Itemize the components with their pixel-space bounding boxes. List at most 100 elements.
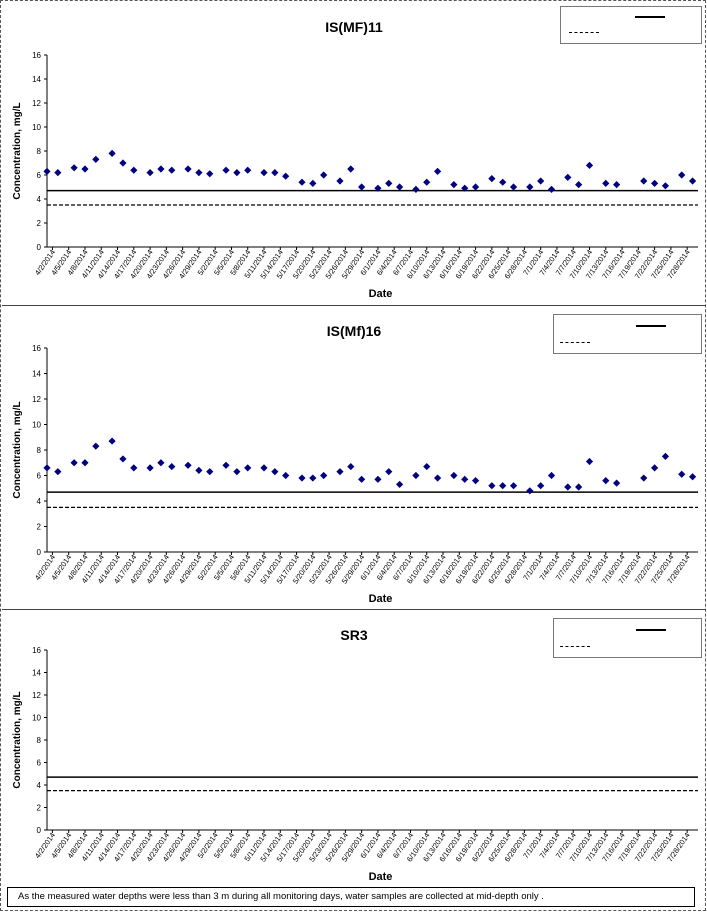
data-point xyxy=(423,178,431,186)
y-tick-label: 2 xyxy=(37,219,42,228)
y-tick-label: 8 xyxy=(37,147,42,156)
data-point xyxy=(70,459,78,467)
data-point xyxy=(130,166,138,174)
data-point xyxy=(206,468,214,476)
data-point xyxy=(385,468,393,476)
data-point xyxy=(412,185,420,193)
data-point xyxy=(564,173,572,181)
data-point xyxy=(613,479,621,487)
x-axis-label: Date xyxy=(369,593,393,605)
data-point xyxy=(575,181,583,189)
chart-panel-sr3: SR3 0 2 4 6 8 10 12 14 16 Concentration, mg/L 4/2/… xyxy=(2,609,706,885)
data-point xyxy=(509,183,518,191)
chart-panel-is-mf-11: IS(MF)11 0 2 4 6 8 10 12 14 16 Concentration, mg/… xyxy=(2,2,706,304)
y-tick-label: 16 xyxy=(32,344,41,353)
y-tick-label: 16 xyxy=(32,51,41,60)
data-point xyxy=(547,471,556,480)
data-point xyxy=(298,178,306,186)
data-point xyxy=(271,169,279,177)
data-point xyxy=(358,475,366,483)
y-tick-label: 4 xyxy=(37,195,42,204)
legend-dashed-line xyxy=(569,32,599,33)
chart-title: IS(MF)11 xyxy=(325,19,383,35)
data-point xyxy=(661,182,670,190)
y-tick-label: 6 xyxy=(37,171,42,180)
data-point xyxy=(320,171,328,179)
data-point xyxy=(564,483,572,491)
data-point xyxy=(461,184,469,192)
data-point xyxy=(309,474,317,482)
data-point xyxy=(488,482,496,490)
data-point xyxy=(585,457,594,466)
data-point xyxy=(640,474,648,482)
data-point xyxy=(434,474,442,482)
data-point xyxy=(347,462,355,471)
data-point xyxy=(396,480,404,489)
data-point xyxy=(309,179,317,187)
legend-solid-line xyxy=(635,16,665,18)
data-point xyxy=(434,167,442,175)
y-axis-label: Concentration, mg/L xyxy=(12,691,23,788)
chart-legend xyxy=(553,314,702,354)
data-point xyxy=(43,167,51,175)
data-point xyxy=(260,169,268,177)
data-point xyxy=(471,183,480,191)
data-point xyxy=(547,185,556,193)
data-point xyxy=(471,477,480,485)
data-point xyxy=(450,471,458,480)
data-point xyxy=(678,470,686,478)
data-point xyxy=(298,474,306,482)
data-point xyxy=(43,464,51,472)
data-point xyxy=(108,437,116,445)
data-point xyxy=(396,183,404,191)
data-point xyxy=(499,482,507,490)
data-point xyxy=(119,159,127,167)
data-point xyxy=(222,461,230,469)
data-point xyxy=(651,464,659,472)
y-axis-label: Concentration, mg/L xyxy=(12,102,23,199)
y-tick-label: 0 xyxy=(37,243,42,252)
data-point xyxy=(184,165,192,173)
data-point xyxy=(157,165,165,173)
data-point xyxy=(347,165,355,173)
y-tick-label: 12 xyxy=(32,99,41,108)
data-point xyxy=(244,166,252,174)
data-point xyxy=(336,177,344,185)
data-point xyxy=(423,462,431,471)
y-tick-label: 12 xyxy=(32,691,41,700)
data-point xyxy=(640,177,648,185)
legend-solid-line xyxy=(636,325,666,327)
data-point xyxy=(585,161,594,169)
data-point xyxy=(661,452,670,460)
data-point xyxy=(54,169,62,177)
data-point xyxy=(157,459,165,467)
data-point xyxy=(499,178,507,186)
data-point xyxy=(54,468,62,476)
data-point xyxy=(206,170,214,178)
data-point xyxy=(688,473,697,481)
y-tick-label: 14 xyxy=(32,370,41,379)
y-tick-label: 4 xyxy=(37,497,42,506)
data-point xyxy=(146,464,154,472)
data-point xyxy=(184,461,192,469)
data-point xyxy=(81,165,89,173)
y-tick-label: 10 xyxy=(32,123,41,132)
data-point xyxy=(336,468,344,476)
chart-legend xyxy=(560,6,702,44)
data-point xyxy=(509,482,518,490)
data-point xyxy=(412,471,420,480)
y-tick-label: 10 xyxy=(32,714,41,723)
y-tick-label: 14 xyxy=(32,669,41,678)
data-point xyxy=(320,471,328,480)
data-point xyxy=(385,179,393,187)
data-point xyxy=(526,183,534,191)
y-tick-label: 4 xyxy=(37,781,42,790)
x-axis-label: Date xyxy=(369,871,393,883)
legend-solid-line xyxy=(636,629,666,631)
chart-legend xyxy=(553,618,702,658)
data-point xyxy=(146,169,154,177)
data-point xyxy=(92,155,100,163)
y-tick-label: 6 xyxy=(37,759,42,768)
data-point xyxy=(81,459,89,467)
